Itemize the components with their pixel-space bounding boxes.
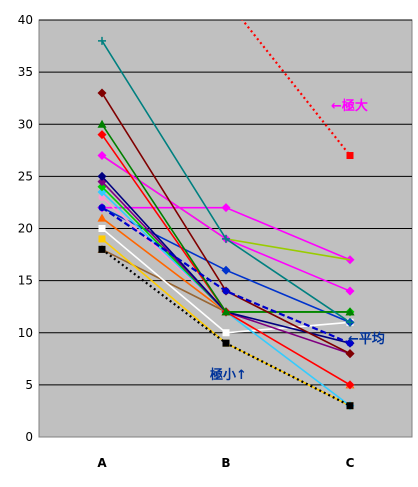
data-point: [98, 36, 106, 45]
data-point: [345, 307, 355, 316]
data-point: [97, 88, 107, 98]
x-axis-ticks: A B C: [97, 456, 354, 470]
series-line: [97, 119, 355, 316]
data-point: [345, 349, 355, 359]
data-point: [97, 130, 107, 140]
y-tick-label: 20: [18, 222, 33, 236]
series-line: [98, 36, 354, 327]
y-tick-label: 40: [18, 13, 33, 27]
data-point: [346, 152, 354, 160]
data-point: [221, 203, 231, 213]
annotation-label: 極小↑: [209, 367, 247, 383]
data-point: [221, 307, 231, 316]
data-point: [97, 151, 107, 161]
y-tick-label: 10: [18, 326, 33, 340]
series-line: [241, 20, 354, 160]
series-line: [98, 245, 354, 410]
annotation-label: ←平均: [348, 331, 385, 347]
y-tick-label: 35: [18, 65, 33, 79]
data-point: [98, 245, 106, 253]
data-point: [346, 339, 354, 347]
x-tick-label: C: [346, 456, 355, 470]
data-point: [97, 171, 107, 181]
data-point: [222, 339, 230, 347]
data-point: [98, 225, 106, 232]
data-point: [222, 287, 230, 295]
data-point: [345, 380, 355, 390]
data-point: [98, 193, 106, 201]
annotation-label: ←極大: [331, 98, 368, 114]
x-tick-label: A: [97, 456, 107, 470]
y-tick-label: 0: [25, 430, 33, 444]
data-point: [97, 119, 107, 128]
y-tick-label: 5: [25, 378, 33, 392]
series-line: [98, 204, 354, 347]
data-point: [222, 234, 230, 243]
data-point: [345, 286, 355, 296]
data-point: [221, 265, 231, 275]
y-tick-label: 15: [18, 274, 33, 288]
data-point: [222, 329, 230, 337]
series-group: [97, 20, 355, 411]
data-point: [346, 318, 354, 327]
x-tick-label: B: [221, 456, 230, 470]
data-point: [98, 235, 106, 243]
data-point: [97, 213, 107, 222]
y-tick-label: 30: [18, 117, 33, 131]
data-point: [98, 204, 106, 212]
y-tick-label: 25: [18, 169, 33, 183]
y-axis-ticks: 0 5 10 15 20 25 30 35 40: [18, 13, 33, 444]
data-point: [346, 402, 354, 410]
